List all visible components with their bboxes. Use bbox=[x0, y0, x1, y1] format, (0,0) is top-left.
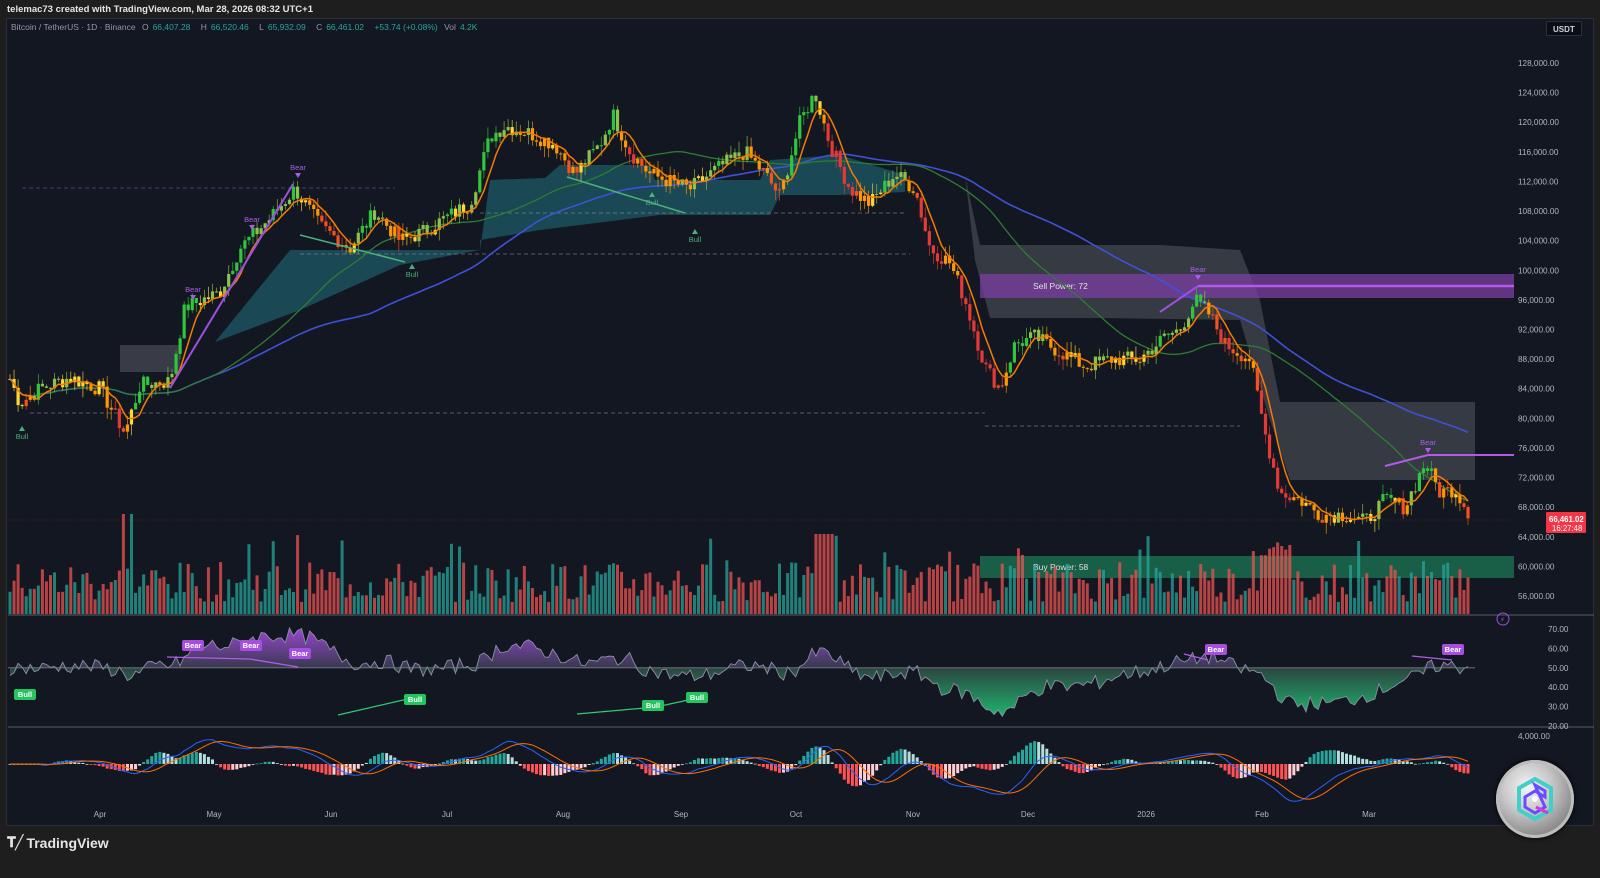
price-scale-label: 108,000.00 bbox=[1518, 207, 1559, 216]
time-axis-label: Sep bbox=[674, 810, 689, 819]
alert-icon[interactable] bbox=[1496, 612, 1510, 626]
watermark-coin-icon bbox=[1496, 760, 1574, 838]
tag-label: Bear bbox=[1208, 645, 1225, 654]
rsi-scale-label: 30.00 bbox=[1548, 703, 1569, 712]
ema-fast-line bbox=[9, 107, 1469, 521]
price-scale-label: 60,000.00 bbox=[1518, 562, 1555, 571]
time-axis-label: Dec bbox=[1021, 810, 1035, 819]
time-axis-label: Aug bbox=[556, 810, 570, 819]
close-value: 66,461.02 bbox=[326, 22, 365, 32]
signal-line bbox=[10, 740, 1469, 800]
price-scale-label: 72,000.00 bbox=[1518, 474, 1555, 483]
rsi-bear-tag: Bear bbox=[1205, 644, 1227, 655]
time-axis-label: Jul bbox=[442, 810, 452, 819]
price-scale-label: 112,000.00 bbox=[1518, 177, 1559, 186]
sell-power-zone bbox=[980, 274, 1514, 298]
bear-marker: Bear bbox=[185, 285, 201, 294]
price-scale-label: 104,000.00 bbox=[1518, 237, 1559, 246]
rsi-bull-tag: Bull bbox=[686, 692, 708, 703]
price-scale-label: 88,000.00 bbox=[1518, 355, 1555, 364]
top-bar: telemac73 created with TradingView.com, … bbox=[0, 0, 1600, 18]
time-axis-label: Nov bbox=[906, 810, 920, 819]
low-value: 65,932.09 bbox=[267, 22, 306, 32]
time-axis-label: 2026 bbox=[1137, 810, 1155, 819]
tag-label: Bull bbox=[690, 693, 704, 702]
rsi-scale-label: 50.00 bbox=[1548, 664, 1569, 673]
price-scale-label: 92,000.00 bbox=[1518, 326, 1555, 335]
footer bbox=[0, 826, 1600, 878]
rsi-scale-label: 60.00 bbox=[1548, 644, 1569, 653]
bear-marker: Bear bbox=[1190, 265, 1206, 274]
price-scale-label: 120,000.00 bbox=[1518, 118, 1559, 127]
tag-label: Bull bbox=[18, 690, 32, 699]
high-value: 66,520.46 bbox=[210, 22, 249, 32]
bear-marker: Bear bbox=[290, 163, 306, 172]
volume-bars bbox=[8, 514, 1470, 614]
bull-marker: Bull bbox=[406, 270, 419, 279]
price-scale-label: 100,000.00 bbox=[1518, 266, 1559, 275]
tag-label: Bull bbox=[646, 701, 660, 710]
macd-scale-label: 4,000.00 bbox=[1518, 732, 1550, 741]
lightning-icon: ⚡ bbox=[1500, 616, 1505, 624]
tag-label: Bear bbox=[1445, 645, 1462, 654]
tag-label: Bull bbox=[408, 695, 422, 704]
open-value: 66,407.28 bbox=[152, 22, 191, 32]
tv-logo-icon: 𝐓╱ bbox=[7, 834, 23, 850]
rsi-oversold-fill bbox=[10, 667, 1468, 717]
change-value: +53.74 (+0.08%) bbox=[374, 22, 438, 32]
bull-marker: Bull bbox=[689, 235, 702, 244]
price-scale-label: 128,000.00 bbox=[1518, 59, 1559, 68]
last-price-value: 66,461.02 bbox=[1549, 515, 1584, 524]
bull-marker: Bull bbox=[16, 432, 29, 441]
price-scale-label: 64,000.00 bbox=[1518, 533, 1555, 542]
price-scale-label: 68,000.00 bbox=[1518, 503, 1555, 512]
tag-label: Bear bbox=[243, 641, 260, 650]
macd-histogram bbox=[8, 741, 1470, 787]
time-axis-label: Oct bbox=[790, 810, 803, 819]
currency-button[interactable]: USDT bbox=[1546, 21, 1582, 36]
author-credit: telemac73 created with TradingView.com, … bbox=[7, 4, 313, 15]
rsi-scale-label: 20.00 bbox=[1548, 722, 1569, 731]
sell-power-label: Sell Power: 72 bbox=[1033, 281, 1088, 291]
ma-long-line bbox=[9, 153, 1469, 434]
bear-marker: Bear bbox=[1420, 438, 1436, 447]
price-scale-label: 56,000.00 bbox=[1518, 592, 1555, 601]
price-scale-label: 80,000.00 bbox=[1518, 414, 1555, 423]
price-scale-label: 84,000.00 bbox=[1518, 385, 1555, 394]
price-scale-label: 116,000.00 bbox=[1518, 148, 1559, 157]
rsi-line bbox=[9, 626, 1469, 718]
time-axis-label: May bbox=[206, 810, 221, 819]
symbol-legend: Bitcoin / TetherUS · 1D · Binance O 66,40… bbox=[11, 22, 478, 32]
rsi-scale-label: 40.00 bbox=[1548, 683, 1569, 692]
countdown-value: 16:27:48 bbox=[1552, 524, 1582, 533]
volume-value: 4.2K bbox=[459, 22, 478, 32]
rsi-scale-label: 70.00 bbox=[1548, 625, 1569, 634]
rsi-bull-tag: Bull bbox=[642, 700, 664, 711]
rsi-bull-tag: Bull bbox=[404, 694, 426, 705]
rsi-bear-tag: Bear bbox=[289, 648, 311, 659]
tag-label: Bear bbox=[292, 649, 309, 658]
cloud-layer bbox=[120, 155, 1475, 480]
buy-power-label: Buy Power: 58 bbox=[1033, 562, 1089, 572]
time-axis-label: Feb bbox=[1255, 810, 1269, 819]
time-axis-label: Mar bbox=[1362, 810, 1376, 819]
time-axis-label: Apr bbox=[94, 810, 107, 819]
tradingview-logo[interactable]: 𝐓╱ TradingView bbox=[7, 834, 109, 851]
time-axis-label: Jun bbox=[325, 810, 338, 819]
price-scale-label: 96,000.00 bbox=[1518, 296, 1555, 305]
rsi-bear-tag: Bear bbox=[182, 640, 204, 651]
symbol-name: Bitcoin / TetherUS · 1D · Binance bbox=[11, 22, 136, 32]
last-price-tag bbox=[1546, 512, 1586, 533]
rsi-bear-tag: Bear bbox=[240, 640, 262, 651]
price-scale-label: 76,000.00 bbox=[1518, 444, 1555, 453]
bull-marker: Bull bbox=[646, 198, 659, 207]
bear-marker: Bear bbox=[244, 215, 260, 224]
tag-label: Bear bbox=[185, 641, 202, 650]
price-scale-label: 124,000.00 bbox=[1518, 89, 1559, 98]
brand-name: TradingView bbox=[26, 834, 109, 851]
rsi-bear-tag: Bear bbox=[1442, 644, 1464, 655]
buy-power-zone bbox=[980, 556, 1514, 578]
rsi-bull-tag: Bull bbox=[14, 689, 36, 700]
